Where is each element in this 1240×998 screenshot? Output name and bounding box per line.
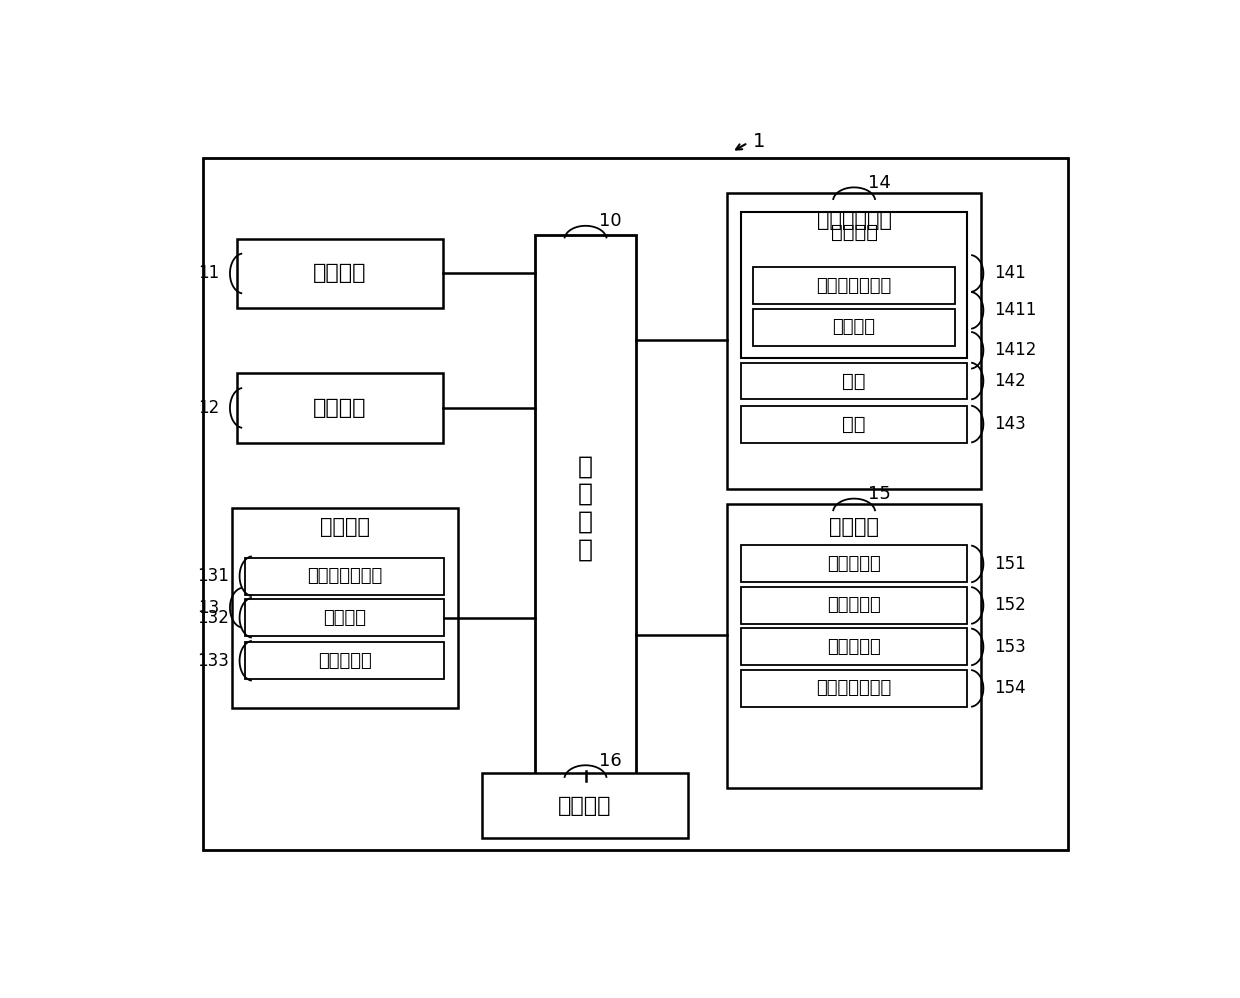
Bar [246, 643, 444, 680]
Bar [753, 308, 955, 345]
Text: 154: 154 [994, 680, 1025, 698]
Bar [237, 239, 444, 308]
Bar [742, 670, 967, 707]
Text: 压票电机: 压票电机 [832, 318, 875, 336]
Text: 11: 11 [198, 264, 219, 282]
Bar [742, 546, 967, 583]
Text: 153: 153 [994, 638, 1025, 656]
Text: 通信单元: 通信单元 [314, 263, 367, 283]
Text: 152: 152 [994, 597, 1025, 615]
Text: 14: 14 [868, 174, 890, 192]
Text: 15: 15 [868, 485, 890, 503]
Text: 压板: 压板 [842, 371, 866, 390]
Text: 141: 141 [994, 264, 1025, 282]
Text: 刀具: 刀具 [842, 414, 866, 433]
Text: 第二传感器: 第二传感器 [827, 597, 880, 615]
Text: 输送辊组件: 输送辊组件 [317, 652, 372, 670]
Text: 检测单元: 检测单元 [830, 517, 879, 537]
Bar [742, 405, 967, 442]
Text: 13: 13 [198, 599, 219, 617]
Text: 1: 1 [753, 132, 765, 151]
Text: 输送电机驱动器: 输送电机驱动器 [308, 567, 382, 585]
Bar [534, 236, 635, 780]
Bar [742, 362, 967, 399]
Text: 撕割定位传感器: 撕割定位传感器 [816, 680, 892, 698]
Text: 16: 16 [599, 751, 621, 769]
Text: 存储单元: 存储单元 [314, 398, 367, 418]
Bar [727, 504, 982, 788]
Text: 指示单元: 指示单元 [558, 795, 611, 815]
Bar [246, 558, 444, 595]
Bar [232, 508, 458, 708]
Text: 第三传感器: 第三传感器 [827, 638, 880, 656]
Text: 票据撕割单元: 票据撕割单元 [817, 210, 892, 230]
Text: 132: 132 [197, 609, 229, 627]
Bar [742, 212, 967, 358]
Text: 1411: 1411 [994, 301, 1037, 319]
Text: 驱动部件: 驱动部件 [831, 224, 878, 243]
Text: 151: 151 [994, 555, 1025, 573]
Text: 输送电机: 输送电机 [324, 609, 366, 627]
Text: 143: 143 [994, 415, 1025, 433]
Text: 133: 133 [197, 652, 229, 670]
Bar [742, 587, 967, 624]
Bar [481, 772, 688, 838]
Bar [246, 599, 444, 636]
Bar [742, 629, 967, 666]
Text: 控
制
单
元: 控 制 单 元 [578, 454, 593, 562]
Bar [727, 193, 982, 489]
Text: 10: 10 [599, 213, 621, 231]
Text: 131: 131 [197, 567, 229, 585]
Text: 142: 142 [994, 372, 1025, 390]
Text: 12: 12 [198, 399, 219, 417]
Bar [237, 373, 444, 442]
Text: 输送单元: 输送单元 [320, 517, 370, 537]
Bar [753, 267, 955, 304]
Text: 1412: 1412 [994, 341, 1037, 359]
Text: 压票电机驱动器: 压票电机驱动器 [816, 276, 892, 294]
Text: 第一传感器: 第一传感器 [827, 555, 880, 573]
